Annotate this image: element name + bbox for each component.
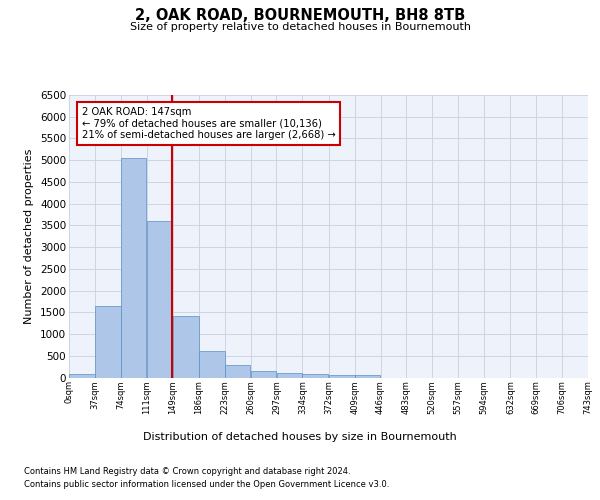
Bar bbox=[173, 316, 199, 378]
Text: 2, OAK ROAD, BOURNEMOUTH, BH8 8TB: 2, OAK ROAD, BOURNEMOUTH, BH8 8TB bbox=[135, 8, 465, 22]
Text: 2 OAK ROAD: 147sqm
← 79% of detached houses are smaller (10,136)
21% of semi-det: 2 OAK ROAD: 147sqm ← 79% of detached hou… bbox=[82, 107, 335, 140]
Bar bbox=[302, 374, 328, 378]
Text: Contains HM Land Registry data © Crown copyright and database right 2024.: Contains HM Land Registry data © Crown c… bbox=[24, 468, 350, 476]
Bar bbox=[277, 372, 302, 378]
Text: Distribution of detached houses by size in Bournemouth: Distribution of detached houses by size … bbox=[143, 432, 457, 442]
Bar bbox=[355, 375, 380, 378]
Text: Contains public sector information licensed under the Open Government Licence v3: Contains public sector information licen… bbox=[24, 480, 389, 489]
Bar bbox=[147, 221, 172, 378]
Bar bbox=[251, 371, 276, 378]
Bar bbox=[199, 350, 224, 378]
Y-axis label: Number of detached properties: Number of detached properties bbox=[25, 148, 34, 324]
Text: Size of property relative to detached houses in Bournemouth: Size of property relative to detached ho… bbox=[130, 22, 470, 32]
Bar bbox=[95, 306, 121, 378]
Bar bbox=[121, 158, 146, 378]
Bar bbox=[69, 374, 95, 378]
Bar bbox=[225, 365, 250, 378]
Bar bbox=[329, 375, 355, 378]
